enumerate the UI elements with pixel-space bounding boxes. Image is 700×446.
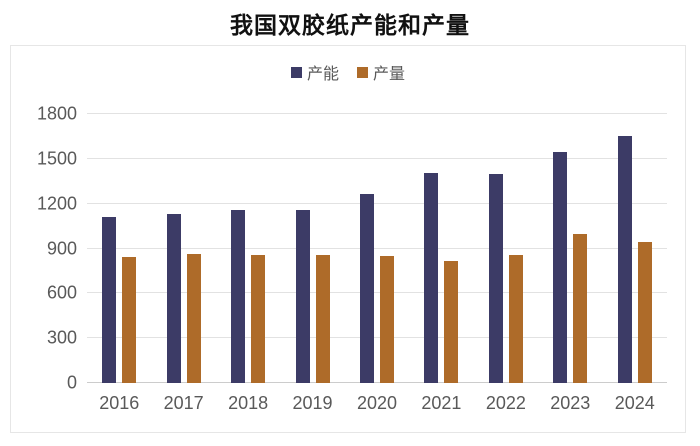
legend-label: 产量: [373, 66, 406, 83]
x-tick-label: 2017: [163, 393, 204, 413]
bar-产能-2017: [166, 214, 181, 383]
x-tick-label: 2021: [421, 393, 462, 413]
y-tick-label: 1200: [36, 193, 77, 214]
y-tick-label: 1800: [36, 103, 77, 124]
bar-产量-2017: [186, 253, 201, 383]
legend-item-1[interactable]: 产量: [357, 60, 405, 84]
bar-产量-2016: [122, 256, 137, 383]
bar-产能-2018: [231, 210, 246, 383]
bar-group-2019: [280, 114, 344, 383]
bar-产量-2024: [637, 241, 652, 383]
bar-产量-2022: [508, 254, 523, 383]
bar-group-2022: [474, 114, 538, 383]
bar-group-2018: [216, 114, 280, 383]
bar-产能-2016: [102, 217, 117, 383]
y-tick-label: 600: [46, 282, 77, 303]
bar-产量-2018: [251, 254, 266, 383]
bar-产能-2022: [488, 173, 503, 383]
legend-label: 产能: [306, 66, 339, 83]
bar-group-2020: [345, 114, 409, 383]
legend-swatch-icon: [290, 66, 302, 78]
gridline: [87, 292, 667, 294]
bar-group-2023: [538, 114, 602, 383]
bar-group-2021: [409, 114, 473, 383]
x-tick-label: 2024: [614, 393, 655, 413]
y-tick-label: 0: [66, 372, 77, 393]
chart-panel: 产能 产量 0 300 600 900 1200 1500 1800 2016 2017 2018…: [10, 45, 686, 433]
bar-产能-2020: [359, 194, 374, 383]
bars-row: [87, 114, 667, 383]
x-tick-label: 2019: [292, 393, 333, 413]
bar-产能-2023: [553, 152, 568, 383]
bar-产量-2021: [444, 260, 459, 383]
bar-产量-2020: [379, 256, 394, 383]
gridline: [87, 202, 667, 204]
x-tick-label: 2020: [356, 393, 397, 413]
x-tick-label: 2022: [485, 393, 526, 413]
plot-area: [87, 113, 667, 383]
bar-产能-2019: [295, 209, 310, 383]
gridline: [87, 337, 667, 339]
x-tick-label: 2018: [228, 393, 269, 413]
page-title: 我国双胶纸产能和产量: [230, 12, 470, 38]
y-tick-label: 900: [46, 238, 77, 258]
x-axis-line: [87, 382, 667, 383]
bar-产能-2024: [617, 136, 632, 383]
gridline: [87, 247, 667, 249]
y-tick-label: 1500: [36, 148, 77, 169]
gridline: [87, 113, 667, 114]
x-tick-label: 2023: [550, 393, 591, 413]
x-axis: 2016 2017 2018 2019 2020 2021 2022 2023 2024: [87, 393, 667, 414]
bar-产量-2019: [315, 255, 330, 383]
bar-产能-2021: [424, 173, 439, 383]
bar-产量-2023: [573, 233, 588, 383]
gridline: [87, 157, 667, 159]
bar-group-2024: [603, 114, 667, 383]
chart-legend: 产能 产量: [11, 60, 685, 84]
bar-group-2016: [87, 114, 151, 383]
y-tick-label: 300: [46, 327, 77, 348]
legend-item-0[interactable]: 产能: [290, 60, 339, 84]
x-tick-label: 2016: [99, 393, 140, 413]
legend-swatch-icon: [357, 66, 368, 78]
y-axis: 0 300 600 900 1200 1500 1800: [11, 46, 77, 432]
bar-group-2017: [151, 114, 215, 383]
